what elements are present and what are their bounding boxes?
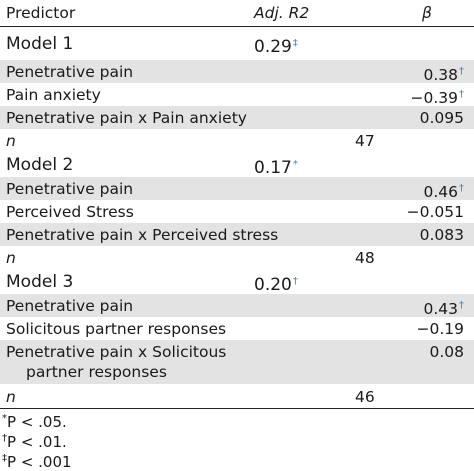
significance-mark: ‡ (292, 38, 298, 49)
beta-value: 0.43† (423, 296, 464, 319)
predictor-label: Penetrative pain (6, 297, 134, 315)
beta-number: −0.051 (406, 203, 464, 221)
adj-r2-value: 0.17* (254, 155, 298, 178)
adj-r2-value: 0.20† (254, 272, 298, 295)
adj-r2-number: 0.29 (254, 37, 292, 57)
footnote-mark: † (2, 433, 7, 444)
beta-value: 0.46† (423, 179, 464, 202)
predictor-row: Penetrative pain 0.43† (0, 294, 474, 319)
beta-value: −0.051 (407, 202, 464, 222)
model-row: Model 1 0.29‡ (0, 32, 474, 57)
predictor-row: Perceived Stress −0.051 (0, 200, 474, 223)
beta-number: −0.19 (416, 320, 465, 338)
n-value: 48 (355, 249, 375, 267)
predictor-label: Pain anxiety (6, 86, 101, 104)
beta-value: −0.19 (417, 319, 465, 339)
beta-number: 0.08 (429, 343, 464, 361)
model-label: Model 1 (6, 34, 74, 54)
model-row: Model 3 0.20† (0, 270, 474, 295)
beta-number: 0.46 (423, 183, 458, 201)
beta-value: −0.39† (411, 85, 465, 108)
model-label: Model 2 (6, 155, 74, 175)
model-row: Model 2 0.17* (0, 153, 474, 178)
predictor-label: Penetrative pain (6, 63, 134, 81)
beta-number: −0.39 (410, 89, 459, 107)
model-label: Model 3 (6, 272, 74, 292)
footnote: *P < .05. (2, 410, 67, 431)
predictor-label-continued: partner responses (26, 363, 167, 381)
predictor-row: Pain anxiety −0.39† (0, 83, 474, 108)
predictor-row: Penetrative pain 0.38† (0, 60, 474, 85)
n-row: n 48 (0, 246, 474, 269)
predictor-row: Solicitous partner responses −0.19 (0, 317, 474, 340)
predictor-label: Penetrative pain (6, 180, 134, 198)
footnote-text: P < .05. (7, 413, 67, 431)
significance-mark: † (459, 183, 464, 194)
predictor-row: Penetrative pain 0.46† (0, 177, 474, 202)
header-beta: β (422, 4, 432, 22)
predictor-label: Penetrative pain x Pain anxiety (6, 109, 247, 127)
adj-r2-value: 0.29‡ (254, 34, 298, 57)
significance-mark: † (459, 66, 464, 77)
n-label: n (6, 132, 16, 150)
adj-r2-number: 0.20 (254, 275, 292, 295)
beta-value: 0.08 (429, 342, 464, 362)
header-predictor: Predictor (6, 4, 76, 22)
beta-number: 0.095 (419, 109, 464, 127)
footnote-text: P < .01. (7, 433, 67, 451)
header-adj-r2: Adj. R2 (254, 4, 310, 22)
predictor-row: Penetrative pain x Pain anxiety 0.095 (0, 106, 474, 129)
predictor-label: Penetrative pain x Perceived stress (6, 226, 279, 244)
beta-value: 0.38† (423, 62, 464, 85)
n-row: n 46 (0, 385, 474, 408)
significance-mark: † (459, 300, 464, 311)
footnote: †P < .01. (2, 430, 67, 451)
footnote: ‡P < .001 (2, 450, 72, 471)
beta-number: 0.43 (423, 300, 458, 318)
n-row: n 47 (0, 129, 474, 152)
predictor-label: Penetrative pain x Solicitous (6, 343, 227, 361)
footnote-mark: ‡ (2, 453, 7, 464)
significance-mark: * (292, 159, 298, 170)
predictor-label: Perceived Stress (6, 203, 134, 221)
significance-mark: † (292, 276, 298, 287)
predictor-row: Penetrative pain x Perceived stress 0.083 (0, 223, 474, 246)
n-label: n (6, 249, 16, 267)
adj-r2-number: 0.17 (254, 158, 292, 178)
footnote-mark: * (2, 413, 7, 424)
n-value: 46 (355, 388, 375, 406)
beta-number: 0.38 (423, 66, 458, 84)
table-bottom-rule (0, 408, 474, 409)
significance-mark: † (459, 89, 464, 100)
beta-value: 0.095 (420, 108, 464, 128)
beta-value: 0.083 (420, 225, 464, 245)
table-header: Predictor Adj. R2 β (0, 0, 474, 27)
beta-number: 0.083 (419, 226, 464, 244)
footnote-text: P < .001 (7, 453, 72, 471)
n-value: 47 (355, 132, 375, 150)
n-label: n (6, 388, 16, 406)
predictor-row: Penetrative pain x Solicitous partner res… (0, 340, 474, 384)
predictor-label: Solicitous partner responses (6, 320, 227, 338)
